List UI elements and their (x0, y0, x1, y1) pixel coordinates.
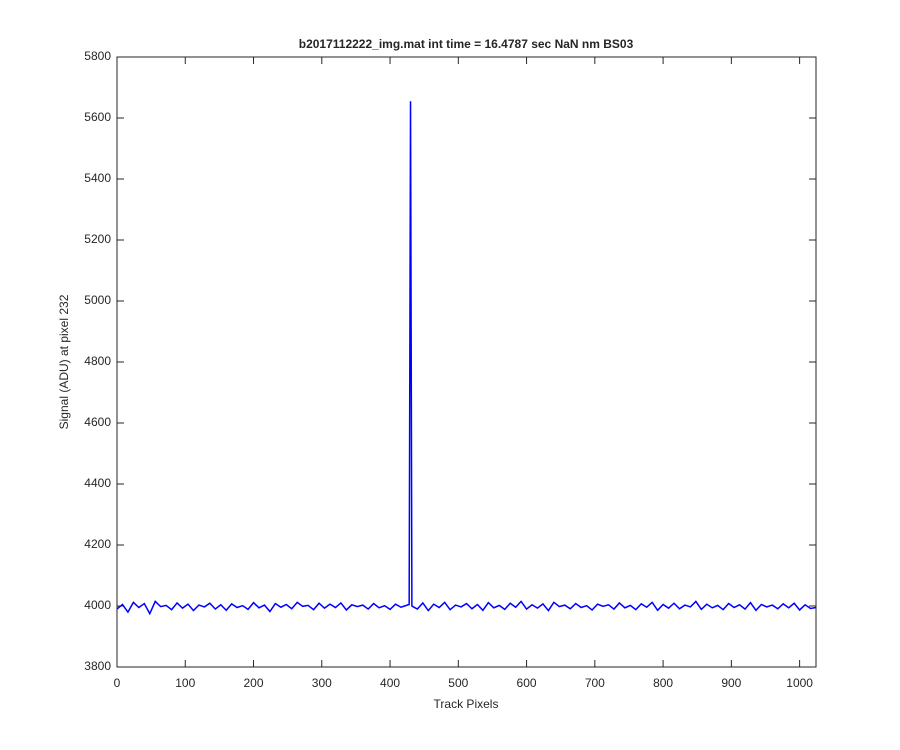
x-tick-label: 700 (585, 676, 605, 690)
x-tick-label: 400 (380, 676, 400, 690)
x-tick-label: 200 (244, 676, 264, 690)
x-tick-label: 500 (448, 676, 468, 690)
y-tick-label: 4400 (84, 476, 111, 490)
x-tick-label: 100 (175, 676, 195, 690)
y-tick-label: 4600 (84, 415, 111, 429)
y-tick-label: 5000 (84, 293, 111, 307)
y-axis-label: Signal (ADU) at pixel 232 (57, 294, 71, 429)
x-tick-label: 800 (653, 676, 673, 690)
y-tick-label: 4800 (84, 354, 111, 368)
plot-frame (116, 56, 817, 668)
data-line (116, 101, 817, 616)
y-tick-label: 5800 (84, 49, 111, 63)
y-tick-label: 4000 (84, 598, 111, 612)
x-tick-label: 1000 (786, 676, 813, 690)
x-tick-label: 900 (721, 676, 741, 690)
y-tick-label: 5200 (84, 232, 111, 246)
x-tick-label: 600 (517, 676, 537, 690)
y-tick-label: 4200 (84, 537, 111, 551)
chart-title: b2017112222_img.mat int time = 16.4787 s… (299, 37, 634, 51)
y-tick-label: 5400 (84, 171, 111, 185)
y-tick-label: 5600 (84, 110, 111, 124)
x-tick-label: 300 (312, 676, 332, 690)
x-axis-label: Track Pixels (434, 697, 499, 711)
x-tick-label: 0 (114, 676, 121, 690)
y-tick-label: 3800 (84, 659, 111, 673)
